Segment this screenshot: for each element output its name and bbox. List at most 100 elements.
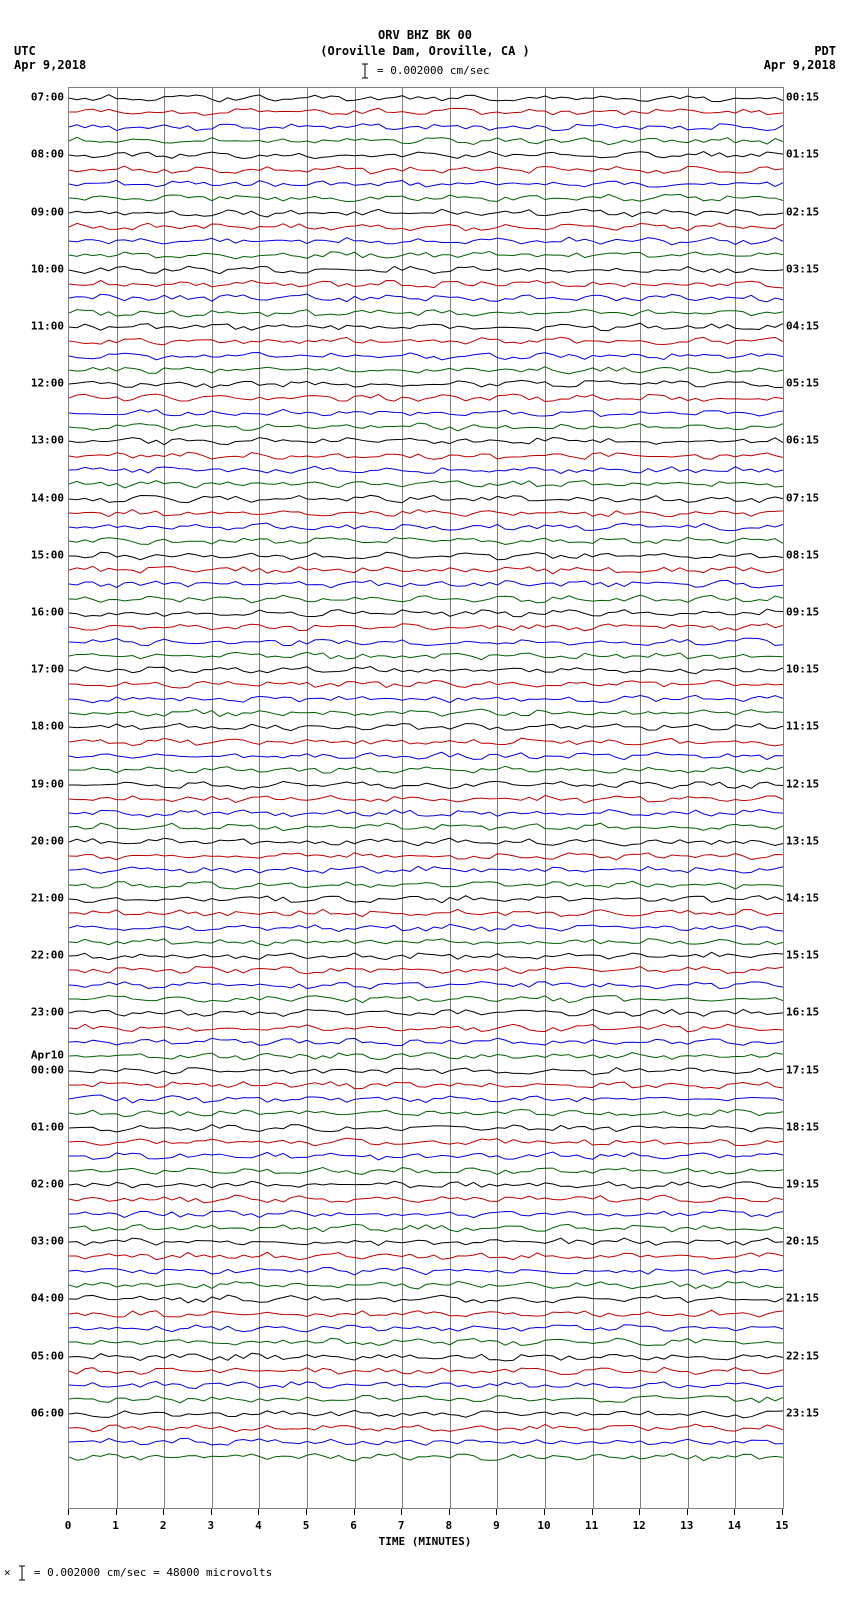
seismic-trace (69, 220, 783, 234)
scale-indicator: = 0.002000 cm/sec (0, 59, 850, 87)
local-time-label: 02:15 (786, 205, 819, 218)
seismic-trace (69, 763, 783, 777)
utc-time-label: 16:00 (31, 605, 64, 618)
seismic-trace (69, 835, 783, 849)
x-tick-mark (782, 1509, 783, 1515)
seismic-trace (69, 291, 783, 305)
seismic-trace (69, 1178, 783, 1192)
tz-label-right: PDT (764, 44, 836, 58)
seismic-trace (69, 406, 783, 420)
seismic-trace (69, 921, 783, 935)
seismic-trace (69, 506, 783, 520)
seismic-trace (69, 1421, 783, 1435)
utc-time-label: 12:00 (31, 377, 64, 390)
seismic-trace (69, 606, 783, 620)
seismic-trace (69, 1092, 783, 1106)
local-time-label: 00:15 (786, 91, 819, 104)
local-time-label: 18:15 (786, 1120, 819, 1133)
seismic-trace (69, 120, 783, 134)
x-tick-mark (306, 1509, 307, 1515)
local-time-label: 14:15 (786, 891, 819, 904)
utc-time-label: 13:00 (31, 434, 64, 447)
x-tick-mark (163, 1509, 164, 1515)
seismic-trace (69, 720, 783, 734)
utc-time-label: 18:00 (31, 720, 64, 733)
local-time-label: 03:15 (786, 262, 819, 275)
utc-date-label: Apr10 (31, 1049, 64, 1062)
seismic-trace (69, 906, 783, 920)
seismic-trace (69, 391, 783, 405)
x-tick-label: 14 (728, 1519, 741, 1532)
x-tick-label: 6 (350, 1519, 357, 1532)
local-time-label: 15:15 (786, 949, 819, 962)
footer-text: = 0.002000 cm/sec = 48000 microvolts (34, 1566, 272, 1579)
seismic-trace (69, 420, 783, 434)
seismic-trace (69, 1064, 783, 1078)
utc-time-label: 15:00 (31, 548, 64, 561)
seismic-trace (69, 449, 783, 463)
utc-time-label: 20:00 (31, 834, 64, 847)
seismic-trace (69, 663, 783, 677)
chart-header: ORV BHZ BK 00 (Oroville Dam, Oroville, C… (0, 0, 850, 59)
seismic-trace (69, 163, 783, 177)
seismic-trace (69, 849, 783, 863)
x-tick-label: 5 (303, 1519, 310, 1532)
utc-time-label: 11:00 (31, 319, 64, 332)
x-tick-label: 7 (398, 1519, 405, 1532)
date-label-right-top: Apr 9,2018 (764, 58, 836, 72)
x-tick-mark (687, 1509, 688, 1515)
scale-bar-icon-footer (17, 1565, 27, 1581)
top-left-corner: UTC Apr 9,2018 (14, 44, 86, 72)
seismic-trace (69, 1235, 783, 1249)
seismic-trace (69, 1021, 783, 1035)
date-label-left-top: Apr 9,2018 (14, 58, 86, 72)
seismic-trace (69, 963, 783, 977)
x-tick-mark (211, 1509, 212, 1515)
seismic-trace (69, 935, 783, 949)
local-time-label: 19:15 (786, 1177, 819, 1190)
seismic-trace (69, 1407, 783, 1421)
local-time-label: 04:15 (786, 319, 819, 332)
seismic-trace (69, 1321, 783, 1335)
seismic-trace (69, 1392, 783, 1406)
seismic-trace (69, 592, 783, 606)
seismic-trace (69, 549, 783, 563)
seismic-trace (69, 492, 783, 506)
seismic-trace (69, 91, 783, 105)
seismic-trace (69, 1435, 783, 1449)
seismic-trace (69, 1121, 783, 1135)
utc-time-label: 22:00 (31, 949, 64, 962)
seismic-trace (69, 1292, 783, 1306)
seismic-trace (69, 191, 783, 205)
local-time-label: 22:15 (786, 1349, 819, 1362)
x-tick-mark (734, 1509, 735, 1515)
utc-time-label: 04:00 (31, 1292, 64, 1305)
utc-time-label: 09:00 (31, 205, 64, 218)
seismic-trace (69, 577, 783, 591)
seismic-trace (69, 177, 783, 191)
seismic-trace (69, 1192, 783, 1206)
x-tick-label: 3 (207, 1519, 214, 1532)
seismic-trace (69, 620, 783, 634)
local-time-label: 16:15 (786, 1006, 819, 1019)
seismic-trace (69, 1335, 783, 1349)
x-tick-mark (68, 1509, 69, 1515)
seismic-trace (69, 134, 783, 148)
local-time-label: 06:15 (786, 434, 819, 447)
x-tick-label: 13 (680, 1519, 693, 1532)
seismic-trace (69, 1364, 783, 1378)
seismic-trace (69, 1164, 783, 1178)
seismic-trace (69, 520, 783, 534)
x-tick-mark (639, 1509, 640, 1515)
utc-time-label: 19:00 (31, 777, 64, 790)
seismic-trace (69, 434, 783, 448)
utc-time-label: 03:00 (31, 1235, 64, 1248)
utc-time-label: 06:00 (31, 1406, 64, 1419)
seismic-trace (69, 878, 783, 892)
seismic-trace (69, 749, 783, 763)
seismic-trace (69, 105, 783, 119)
x-tick-label: 2 (160, 1519, 167, 1532)
seismic-trace (69, 1035, 783, 1049)
seismogram-plot (68, 87, 784, 1509)
x-tick-mark (354, 1509, 355, 1515)
